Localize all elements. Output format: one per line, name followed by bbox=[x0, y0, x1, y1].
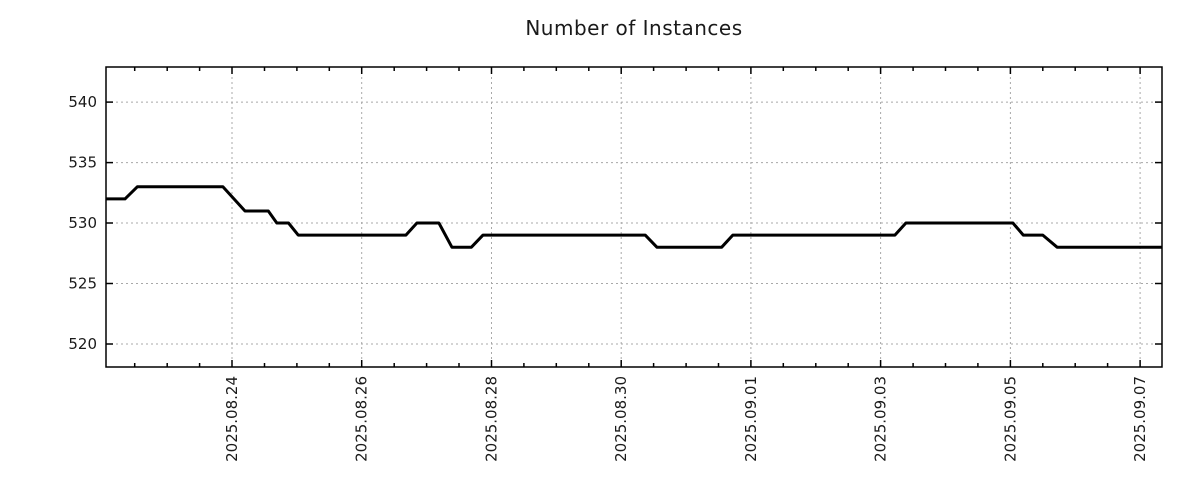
chart-title: Number of Instances bbox=[525, 16, 743, 40]
y-axis-tick-label: 520 bbox=[68, 335, 97, 353]
y-axis-tick-label: 535 bbox=[68, 154, 97, 172]
plot-border bbox=[105, 66, 1163, 368]
data-line bbox=[106, 185, 1163, 249]
x-axis-tick-label: 2025.08.30 bbox=[612, 376, 630, 462]
y-axis-tick-label: 525 bbox=[68, 275, 97, 293]
x-axis-tick-label: 2025.08.24 bbox=[223, 376, 241, 462]
x-axis-tick-label: 2025.09.01 bbox=[742, 376, 760, 462]
x-axis-tick-label: 2025.09.07 bbox=[1131, 376, 1149, 462]
y-axis-tick-label: 530 bbox=[68, 214, 97, 232]
x-axis-tick-label: 2025.09.03 bbox=[872, 376, 890, 462]
x-axis-tick-label: 2025.08.28 bbox=[483, 376, 501, 462]
x-axis-tick-label: 2025.09.05 bbox=[1001, 376, 1019, 462]
y-axis-tick-label: 540 bbox=[68, 93, 97, 111]
x-axis-tick-label: 2025.08.26 bbox=[353, 376, 371, 462]
